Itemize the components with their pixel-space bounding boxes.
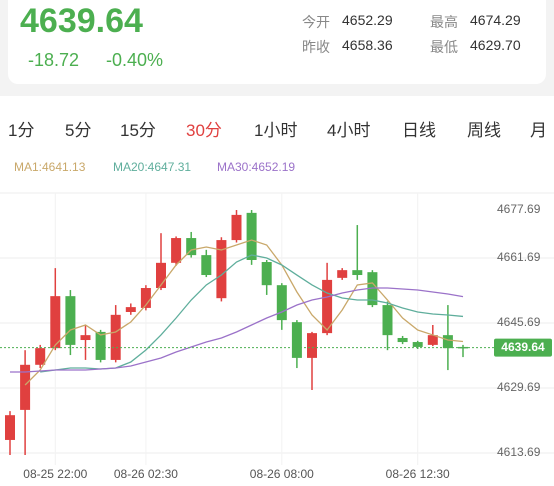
period-tab[interactable]: 1分 xyxy=(8,121,35,140)
candle-body xyxy=(50,296,61,349)
legend-entry: MA30:4652.19 xyxy=(217,160,295,174)
period-tab[interactable]: 1小时 xyxy=(254,121,298,140)
period-tab[interactable]: 5分 xyxy=(65,121,92,140)
y-tick-label: 4613.69 xyxy=(497,445,541,459)
current-price-label: 4639.64 xyxy=(501,340,545,354)
candle-body xyxy=(442,335,453,349)
candle-body xyxy=(95,331,106,360)
x-tick-label: 08-26 12:30 xyxy=(386,467,450,481)
header-band xyxy=(0,0,554,96)
stat-value: 4652.29 xyxy=(342,12,393,28)
candle-body xyxy=(307,333,317,358)
y-tick-label: 4629.69 xyxy=(497,380,541,394)
candle-body xyxy=(246,212,257,260)
candle-body xyxy=(201,255,212,276)
current-price-box xyxy=(494,338,552,357)
period-tab[interactable]: 日线 xyxy=(402,121,436,140)
last-price: 4639.64 xyxy=(20,2,143,40)
period-tab[interactable]: 4小时 xyxy=(327,121,371,140)
period-tab[interactable]: 周线 xyxy=(467,121,501,140)
legend-entry: MA1:4641.13 xyxy=(14,160,86,174)
candle-body xyxy=(186,238,197,256)
candle-body xyxy=(156,262,166,289)
candle-body xyxy=(291,322,302,358)
stat-label: 最高 xyxy=(430,14,458,30)
period-tab[interactable]: 30分 xyxy=(186,121,222,140)
candle-body xyxy=(110,314,121,360)
candle-body xyxy=(125,307,136,312)
x-tick-label: 08-26 02:30 xyxy=(114,467,178,481)
ma-line xyxy=(10,287,464,373)
stat-label: 今开 xyxy=(302,14,330,30)
candle-body xyxy=(171,238,182,263)
candle-body xyxy=(231,214,242,241)
x-tick-label: 08-26 08:00 xyxy=(250,467,314,481)
stat-value: 4658.36 xyxy=(342,37,393,53)
period-tab[interactable]: 15分 xyxy=(120,121,156,140)
stat-value: 4629.70 xyxy=(470,37,521,53)
candle-body xyxy=(397,337,408,343)
y-tick-label: 4645.69 xyxy=(497,315,541,329)
candle-body xyxy=(337,270,348,278)
period-tab[interactable]: 月 xyxy=(530,121,547,140)
candle-body xyxy=(276,285,287,321)
ma-line xyxy=(24,239,464,386)
quote-card xyxy=(8,0,546,84)
candle-body xyxy=(216,240,227,299)
y-tick-label: 4661.69 xyxy=(497,250,541,264)
x-tick-label: 08-25 22:00 xyxy=(23,467,87,481)
y-tick-label: 4677.69 xyxy=(497,202,541,216)
candle-body xyxy=(80,335,91,341)
candle-body xyxy=(352,270,363,276)
change: -18.72 xyxy=(28,50,80,70)
legend-entry: MA20:4647.31 xyxy=(113,160,191,174)
candle-body xyxy=(458,346,468,349)
change-percent: -0.40% xyxy=(106,50,164,70)
stat-label: 最低 xyxy=(430,39,458,55)
chart: MA1:4641.13 MA20:4647.31 MA30:4652.19 4677.… xyxy=(0,160,554,481)
candle-body xyxy=(412,342,423,347)
candle-body xyxy=(382,305,393,336)
candle-body xyxy=(140,288,151,308)
stat-label: 昨收 xyxy=(302,39,330,55)
candle-body xyxy=(65,296,76,345)
stat-value: 4674.29 xyxy=(470,12,521,28)
candle-body xyxy=(20,364,31,410)
candle-body xyxy=(5,415,15,440)
candle-body xyxy=(427,335,438,345)
candle-body xyxy=(261,262,272,286)
candle-body xyxy=(35,348,46,365)
candle-body xyxy=(322,279,333,334)
